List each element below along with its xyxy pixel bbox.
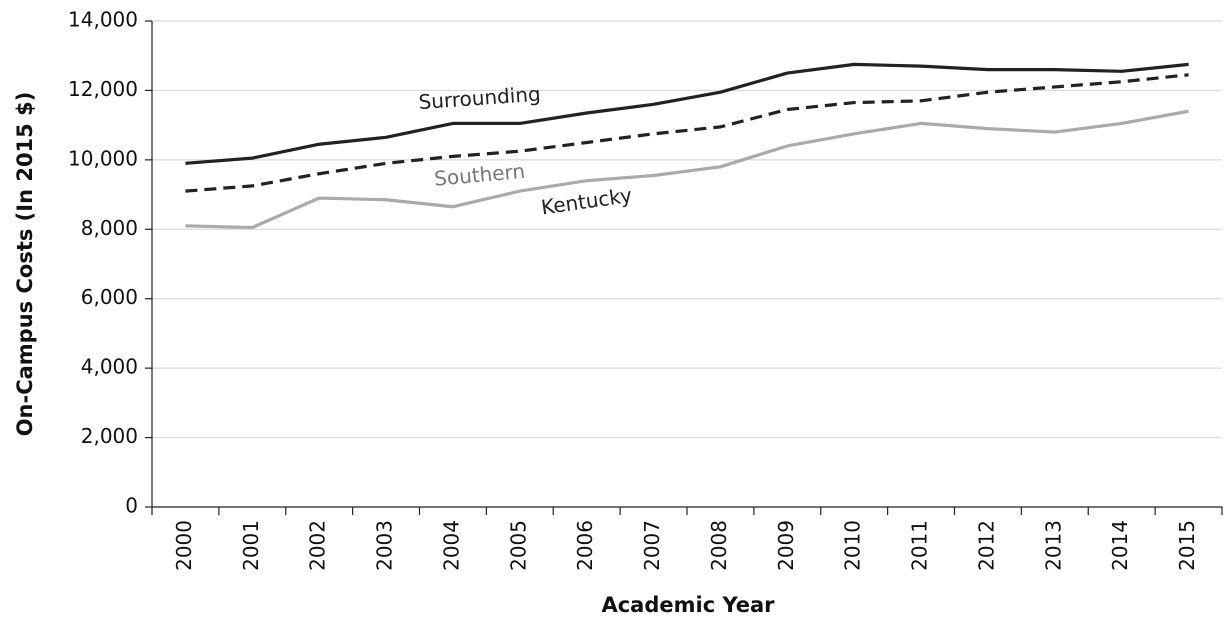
x-tick-label: 2006	[573, 520, 597, 571]
x-tick-label: 2003	[373, 520, 397, 571]
x-tick-label: 2010	[841, 520, 865, 571]
x-tick-label: 2008	[707, 520, 731, 571]
x-tick-label: 2005	[506, 520, 530, 571]
series-label: Southern	[433, 159, 526, 191]
x-tick-label: 2000	[172, 520, 196, 571]
series-line	[185, 109, 1189, 230]
y-tick-label: 2,000	[81, 424, 138, 448]
y-tick-label: 4,000	[81, 355, 138, 379]
x-tick-label: 2011	[908, 520, 932, 571]
x-tick-label: 2015	[1175, 520, 1199, 571]
x-axis-title: Academic Year	[601, 593, 775, 617]
x-tick-label: 2002	[306, 520, 330, 571]
y-tick-label: 12,000	[68, 77, 138, 101]
x-tick-label: 2007	[640, 520, 664, 571]
x-tick-label: 2009	[774, 520, 798, 571]
x-tick-label: 2001	[239, 520, 263, 571]
x-tick-label: 2012	[974, 520, 998, 571]
x-tick-label: 2013	[1041, 520, 1065, 571]
series-label: Surrounding	[418, 82, 542, 114]
y-axis-title: On-Campus Costs (In 2015 $)	[13, 92, 37, 437]
y-tick-label: 0	[125, 494, 138, 518]
series-label: Kentucky	[540, 183, 634, 219]
x-tick-label: 2014	[1108, 520, 1132, 571]
y-tick-label: 6,000	[81, 285, 138, 309]
x-tick-label: 2004	[439, 520, 463, 571]
y-tick-label: 8,000	[81, 216, 138, 240]
y-tick-label: 14,000	[68, 8, 138, 32]
y-tick-label: 10,000	[68, 146, 138, 170]
series-line	[185, 73, 1189, 193]
series-line	[185, 62, 1189, 165]
